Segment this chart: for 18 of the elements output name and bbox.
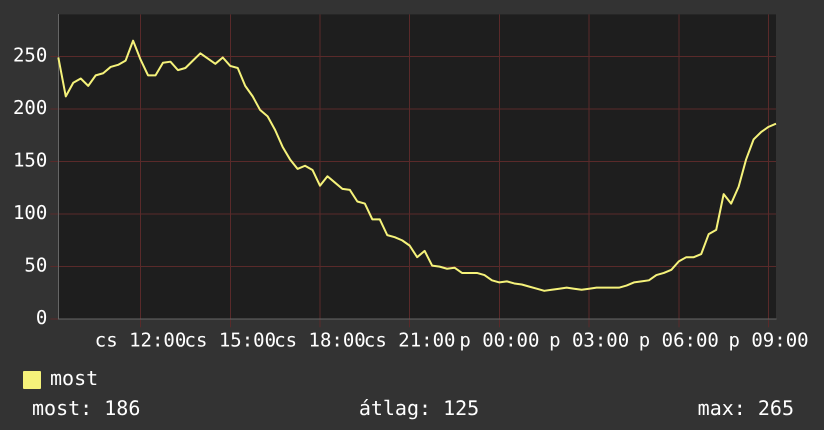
y-tick-label: 100 — [12, 202, 48, 224]
y-tick-label: 250 — [12, 44, 48, 66]
x-tick-label: p 09:00 — [728, 330, 809, 352]
x-tick-label: p 06:00 — [638, 330, 719, 352]
y-tick-label: 0 — [36, 307, 48, 330]
x-tick-label: cs 18:00 — [274, 330, 366, 352]
text: most: 186 — [32, 396, 140, 420]
text: max: 265 — [698, 396, 794, 420]
y-tick-label: 200 — [12, 96, 48, 119]
x-tick-label: cs 12:00 — [94, 330, 186, 352]
y-tick-label: 50 — [24, 254, 48, 277]
text: átlag: 125 — [358, 396, 480, 420]
x-tick-label: cs 21:00 — [364, 330, 456, 352]
x-tick-label: p 03:00 — [549, 330, 630, 352]
y-tick-label: 150 — [12, 149, 48, 172]
x-tick-label: p 00:00 — [459, 330, 540, 352]
legend-label: most — [50, 366, 98, 390]
x-tick-label: cs 15:00 — [184, 330, 276, 352]
